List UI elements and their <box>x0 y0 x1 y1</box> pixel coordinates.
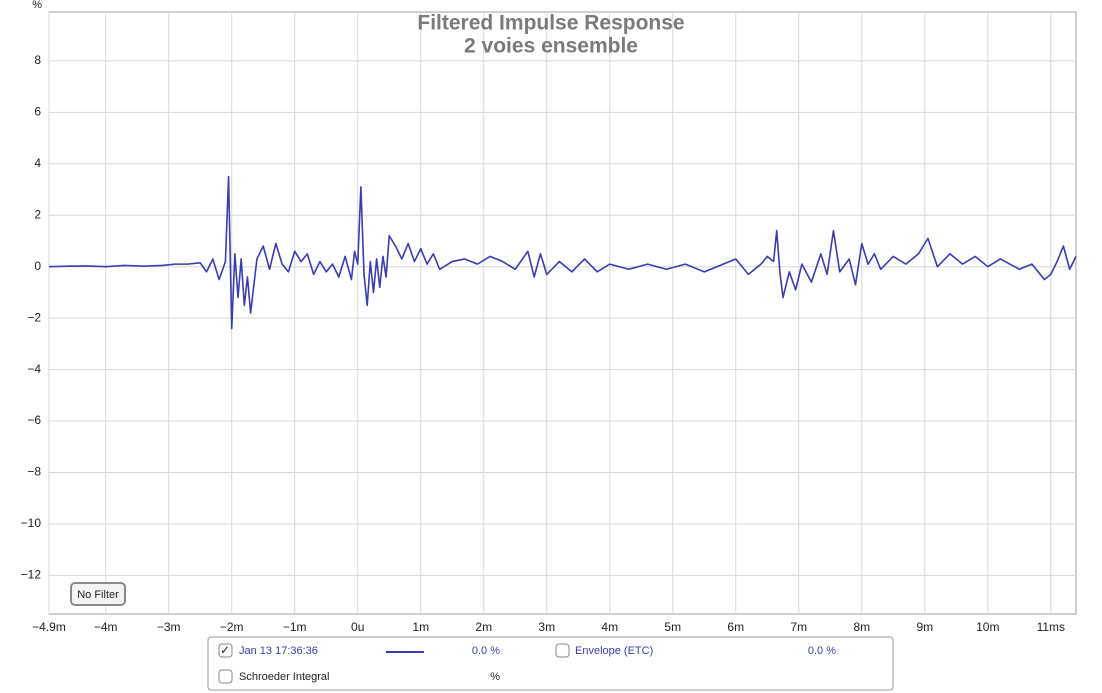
legend-label: Envelope (ETC) <box>575 645 653 657</box>
y-tick-label: −12 <box>21 568 42 582</box>
checkbox[interactable] <box>218 669 233 684</box>
chart-title: Filtered Impulse Response <box>417 12 684 35</box>
x-tick-label: −1m <box>283 620 307 634</box>
y-tick-label: 6 <box>34 105 41 119</box>
series-line <box>48 175 1077 330</box>
x-tick-label: 2m <box>475 620 492 634</box>
y-tick-label: 4 <box>34 156 41 170</box>
chart-subtitle: 2 voies ensemble <box>464 35 638 58</box>
check-mark: ✓ <box>220 643 230 657</box>
legend-label: Jan 13 17:36:36 <box>239 645 318 657</box>
y-tick-label: −10 <box>21 516 42 530</box>
y-tick-label: −2 <box>27 310 41 324</box>
button-label[interactable]: No Filter <box>77 589 119 601</box>
x-tick-label: 5m <box>664 620 681 634</box>
x-tick-label: 11ms <box>1037 620 1065 634</box>
legend-frame <box>207 636 894 691</box>
checkbox[interactable] <box>555 643 570 658</box>
x-tick-label: −3m <box>157 620 181 634</box>
y-tick-label: −6 <box>27 413 41 427</box>
x-tick-label: −4.9m <box>32 620 66 634</box>
y-tick-label: 8 <box>34 53 41 67</box>
x-tick-label: 7m <box>790 620 807 634</box>
x-tick-label: −2m <box>220 620 244 634</box>
y-tick-label: 0 <box>34 259 41 273</box>
button-frame[interactable] <box>70 582 126 606</box>
y-tick-label: −4 <box>27 362 41 376</box>
x-tick-label: 6m <box>727 620 744 634</box>
legend-readout: % <box>490 671 500 683</box>
legend: ✓ Jan 13 17:36:36 0.0 % Envelope (ETC) 0… <box>207 636 894 691</box>
y-unit: % <box>32 0 42 11</box>
y-tick-label: 2 <box>34 207 41 221</box>
legend-readout: 0.0 % <box>472 645 500 657</box>
checkbox[interactable] <box>218 643 233 658</box>
x-tick-label: −4m <box>94 620 118 634</box>
x-tick-label: 9m <box>916 620 933 634</box>
x-tick-label: 3m <box>538 620 555 634</box>
x-tick-label: 10m <box>976 620 999 634</box>
x-tick-label: 1m <box>412 620 429 634</box>
legend-readout: 0.0 % <box>808 645 836 657</box>
legend-label: Schroeder Integral <box>239 671 330 683</box>
x-tick-label: 8m <box>853 620 870 634</box>
x-tick-label: 4m <box>601 620 618 634</box>
grid <box>48 12 1076 614</box>
marks <box>48 175 1077 330</box>
filter-button[interactable]: No Filter <box>70 582 126 606</box>
y-tick-label: −8 <box>27 465 41 479</box>
x-tick-label: 0u <box>351 620 364 634</box>
